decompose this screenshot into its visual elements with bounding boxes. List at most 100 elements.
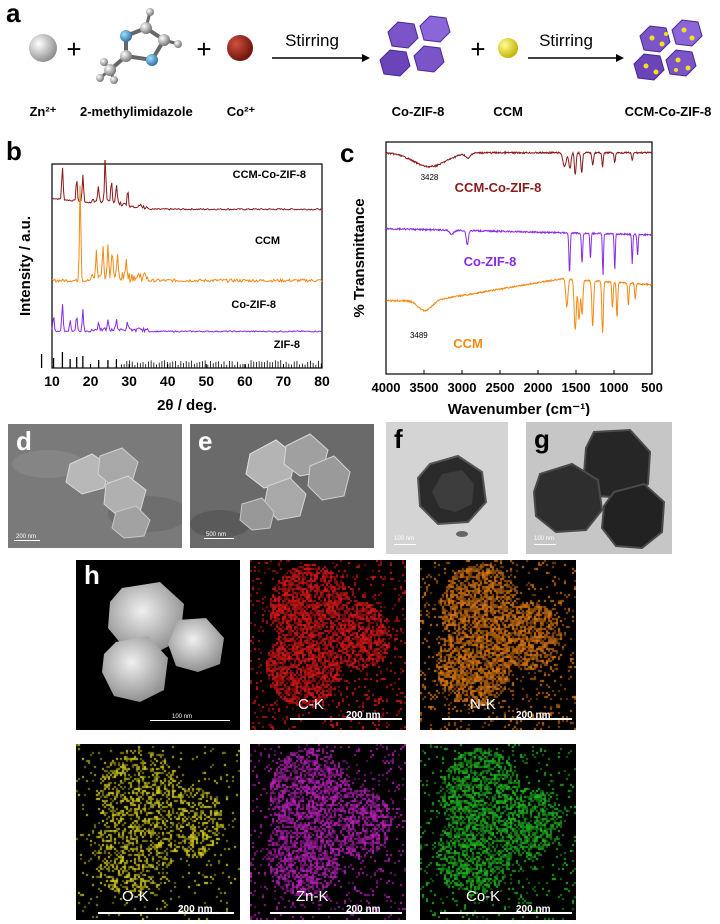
panel-label-b: b (6, 136, 22, 166)
ftir-xtick-label: 3000 (448, 380, 477, 395)
ccm-co-zif8-crystal-icon (633, 19, 703, 81)
ftir-annotation: 3428 (421, 173, 439, 182)
xrd-xtick-label: 40 (160, 373, 176, 389)
ftir-xtick-label: 1500 (562, 380, 591, 395)
xrd-series-ccm (51, 185, 323, 284)
scale-bar-g (534, 544, 556, 545)
xrd-xlabel: 2θ / deg. (157, 397, 217, 414)
panel-label-a: a (6, 0, 21, 28)
ccm-label: CCM (493, 104, 523, 119)
sem-image-e: e 500 nm (190, 424, 374, 548)
panel-label-d: d (16, 426, 32, 456)
tem-g-texture (526, 422, 672, 554)
xrd-xtick-label: 10 (44, 373, 60, 389)
ftir-ylabel: % Transmittance (351, 198, 368, 317)
xrd-series-label: CCM (255, 235, 280, 247)
xrd-xtick-label: 20 (83, 373, 99, 389)
ftir-series-label: CCM (453, 336, 483, 351)
ftir-frame (385, 141, 653, 375)
panel-label-h: h (84, 560, 100, 590)
haadf-texture (102, 582, 224, 702)
ftir-xtick-label: 1000 (600, 380, 629, 395)
scale-bar-co (440, 912, 572, 914)
eds-label-n: N-K (470, 696, 496, 713)
methylimidazole-molecule-icon (96, 8, 182, 84)
xrd-frame (51, 163, 323, 369)
eds-zn-canvas (250, 744, 406, 920)
ccm-icon (498, 38, 518, 58)
xrd-series-ccm-co-zif-8 (52, 157, 323, 211)
eds-label-c: C-K (298, 696, 324, 713)
xrd-xtick-label: 80 (314, 373, 330, 389)
ccm-co-zif8-label: CCM-Co-ZIF-8 (624, 104, 712, 119)
zn-ion-icon (29, 34, 57, 62)
scale-bar-e (204, 538, 234, 539)
scale-text-e: 500 nm (206, 532, 227, 538)
ftir-annotation: 3489 (410, 331, 428, 340)
ftir-plot: 4000 3500 3000 2500 2000 1500 1000 500 Wavenumbe… (351, 141, 663, 418)
scale-text-o: 200 nm (178, 904, 213, 915)
ftir-series-ccm-co-zif-8 (385, 150, 653, 175)
xrd-series-co-zif-8 (51, 304, 322, 334)
scale-text-haadf: 100 nm (172, 714, 193, 720)
ftir-series-label: CCM-Co-ZIF-8 (455, 180, 542, 195)
scale-text-g: 100 nm (534, 536, 555, 542)
eds-co-canvas (420, 744, 576, 920)
xrd-ylabel: Intensity / a.u. (17, 216, 34, 316)
scale-bar-n (442, 718, 572, 720)
scale-bar-f (394, 544, 416, 545)
scale-text-c: 200 nm (346, 710, 381, 721)
xrd-xtick-label: 50 (198, 373, 214, 389)
xrd-series-label: Co-ZIF-8 (231, 299, 276, 311)
eds-map-c: C-K 200 nm (250, 560, 406, 730)
ftir-xtick-label: 3500 (410, 380, 439, 395)
eds-label-zn: Zn-K (296, 888, 329, 905)
ftir-xtick-label: 500 (641, 380, 663, 395)
xrd-xtick-label: 70 (276, 373, 292, 389)
sem-e-texture (190, 424, 374, 548)
eds-label-o: O-K (122, 888, 149, 905)
ftir-series-label: Co-ZIF-8 (464, 254, 517, 269)
eds-n-canvas (420, 560, 576, 730)
scheme-graphics: + + (29, 8, 703, 84)
scale-bar-haadf (150, 720, 230, 721)
ftir-chart: 4000 3500 3000 2500 2000 1500 1000 500 Wavenumbe… (350, 140, 720, 418)
eds-o-canvas (76, 744, 240, 920)
plus-sign-3: + (470, 34, 485, 64)
step1-label: Stirring (285, 31, 339, 50)
ftir-series-co-zif-8 (385, 227, 653, 275)
ftir-xtick-label: 2500 (486, 380, 515, 395)
co-zif8-crystal-icon (379, 15, 451, 77)
scale-bar-zn (270, 912, 402, 914)
xrd-series-label: CCM-Co-ZIF-8 (233, 169, 306, 181)
eds-map-o: O-K 200 nm (76, 744, 240, 920)
haadf-image: 100 nm (76, 560, 240, 730)
panel-label-f: f (394, 424, 403, 454)
scale-text-f: 100 nm (394, 536, 415, 542)
scale-text-zn: 200 nm (346, 904, 381, 915)
eds-map-co: Co-K 200 nm (420, 744, 576, 920)
tem-image-f: f 100 nm (386, 422, 508, 554)
ftir-xlabel: Wavenumber (cm⁻¹) (448, 401, 590, 416)
co-zif8-label: Co-ZIF-8 (391, 104, 445, 119)
panel-label-g: g (534, 424, 550, 454)
xrd-xtick-label: 60 (237, 373, 253, 389)
panel-label-c: c (340, 138, 355, 168)
ftir-xtick-label: 4000 (372, 380, 401, 395)
sem-d-texture (8, 424, 182, 548)
ftir-xtick-label: 2000 (524, 380, 553, 395)
scale-text-n: 200 nm (516, 710, 551, 721)
zn-label: Zn²⁺ (29, 104, 57, 119)
tem-f-texture (386, 422, 508, 554)
scale-bar-d (14, 540, 40, 541)
step2-label: Stirring (539, 31, 593, 50)
scale-bar-c (290, 718, 402, 720)
tem-image-g: g 100 nm (526, 422, 672, 554)
ftir-series-ccm (385, 277, 653, 333)
synthesis-scheme: + + (0, 0, 720, 130)
eds-c-canvas (250, 560, 406, 730)
methylimidazole-label: 2-methylimidazole (80, 104, 193, 119)
plus-sign-1: + (66, 34, 81, 64)
xrd-series-label: ZIF-8 (274, 339, 300, 351)
xrd-chart: 10 20 30 40 50 60 70 80 2θ / deg. Intensity / a.u… (10, 157, 330, 416)
